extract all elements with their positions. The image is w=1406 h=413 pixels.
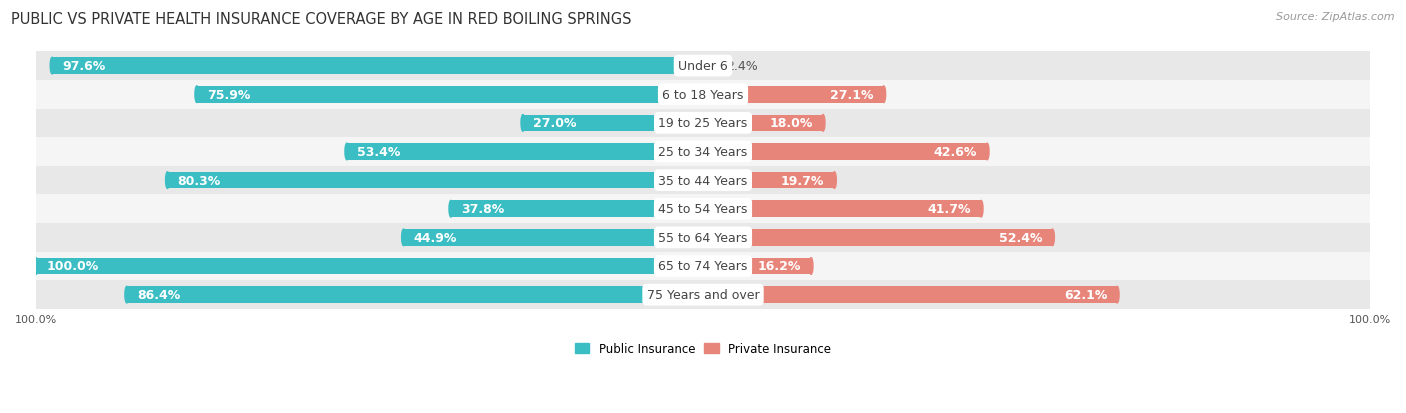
Bar: [127, 287, 703, 303]
Circle shape: [51, 58, 53, 75]
Circle shape: [1050, 230, 1054, 246]
Circle shape: [125, 287, 129, 303]
Bar: [703, 201, 981, 218]
Circle shape: [402, 230, 405, 246]
Circle shape: [449, 201, 453, 218]
Bar: [37, 280, 1369, 309]
Circle shape: [821, 115, 825, 132]
Bar: [52, 58, 703, 75]
Bar: [37, 252, 1369, 280]
Text: Under 6: Under 6: [678, 60, 728, 73]
Bar: [703, 87, 884, 103]
Bar: [703, 258, 811, 275]
Text: 75 Years and over: 75 Years and over: [647, 288, 759, 301]
Circle shape: [808, 258, 813, 275]
Circle shape: [522, 115, 524, 132]
Text: 19 to 25 Years: 19 to 25 Years: [658, 117, 748, 130]
Text: 2.4%: 2.4%: [725, 60, 758, 73]
Text: 53.4%: 53.4%: [357, 146, 401, 159]
Text: 18.0%: 18.0%: [769, 117, 813, 130]
Circle shape: [979, 201, 983, 218]
Circle shape: [832, 172, 837, 189]
Text: 100.0%: 100.0%: [46, 260, 98, 273]
Text: 86.4%: 86.4%: [136, 288, 180, 301]
Text: 16.2%: 16.2%: [758, 260, 801, 273]
Text: 35 to 44 Years: 35 to 44 Years: [658, 174, 748, 187]
Bar: [703, 58, 718, 75]
Text: 6 to 18 Years: 6 to 18 Years: [662, 88, 744, 102]
Circle shape: [717, 58, 721, 75]
Circle shape: [34, 258, 38, 275]
Bar: [167, 172, 703, 189]
Text: 52.4%: 52.4%: [998, 231, 1042, 244]
Text: 55 to 64 Years: 55 to 64 Years: [658, 231, 748, 244]
Circle shape: [882, 87, 886, 103]
Bar: [37, 138, 1369, 166]
Text: 62.1%: 62.1%: [1064, 288, 1107, 301]
Text: 27.0%: 27.0%: [533, 117, 576, 130]
Bar: [37, 195, 1369, 223]
Bar: [347, 144, 703, 160]
Text: 65 to 74 Years: 65 to 74 Years: [658, 260, 748, 273]
Bar: [404, 230, 703, 246]
Bar: [37, 258, 703, 275]
Text: 37.8%: 37.8%: [461, 203, 505, 216]
Text: 42.6%: 42.6%: [934, 146, 977, 159]
Circle shape: [195, 87, 198, 103]
Text: Source: ZipAtlas.com: Source: ZipAtlas.com: [1277, 12, 1395, 22]
Circle shape: [986, 144, 988, 160]
Bar: [703, 287, 1118, 303]
Bar: [37, 52, 1369, 81]
Bar: [523, 115, 703, 132]
Bar: [37, 223, 1369, 252]
Text: 19.7%: 19.7%: [780, 174, 824, 187]
Text: 41.7%: 41.7%: [928, 203, 972, 216]
Bar: [703, 172, 834, 189]
Text: PUBLIC VS PRIVATE HEALTH INSURANCE COVERAGE BY AGE IN RED BOILING SPRINGS: PUBLIC VS PRIVATE HEALTH INSURANCE COVER…: [11, 12, 631, 27]
Bar: [37, 81, 1369, 109]
Bar: [703, 144, 987, 160]
Legend: Public Insurance, Private Insurance: Public Insurance, Private Insurance: [571, 337, 835, 360]
Text: 44.9%: 44.9%: [413, 231, 457, 244]
Text: 80.3%: 80.3%: [177, 174, 221, 187]
Bar: [37, 109, 1369, 138]
Circle shape: [166, 172, 170, 189]
Bar: [451, 201, 703, 218]
Bar: [703, 115, 823, 132]
Bar: [703, 230, 1053, 246]
Text: 97.6%: 97.6%: [62, 60, 105, 73]
Text: 75.9%: 75.9%: [207, 88, 250, 102]
Text: 27.1%: 27.1%: [830, 88, 873, 102]
Text: 25 to 34 Years: 25 to 34 Years: [658, 146, 748, 159]
Circle shape: [344, 144, 349, 160]
Text: 45 to 54 Years: 45 to 54 Years: [658, 203, 748, 216]
Bar: [37, 166, 1369, 195]
Circle shape: [1115, 287, 1119, 303]
Bar: [197, 87, 703, 103]
